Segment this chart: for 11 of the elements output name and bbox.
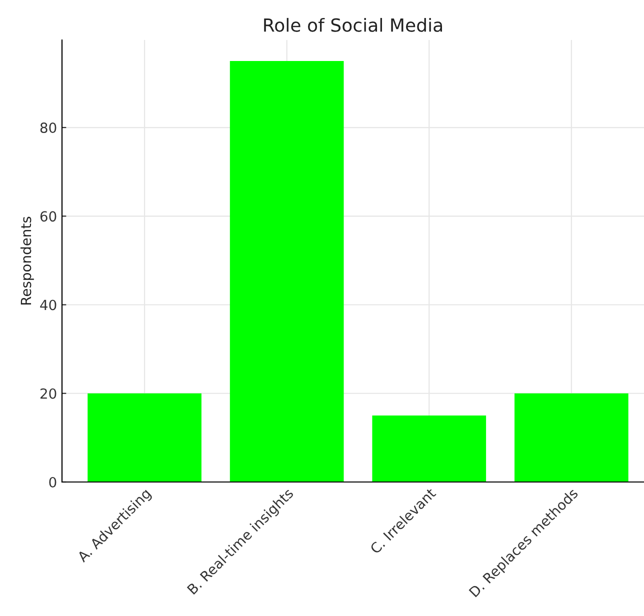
bar <box>514 393 628 482</box>
y-tick-label: 80 <box>40 122 56 133</box>
y-tick-label: 40 <box>40 300 56 310</box>
y-tick-label: 20 <box>40 388 56 399</box>
bar <box>230 61 344 482</box>
y-axis-title: Respondents <box>20 216 34 305</box>
bar <box>372 416 486 482</box>
chart-title: Role of Social Media <box>264 18 442 32</box>
y-tick-label: 0 <box>49 476 56 488</box>
y-tick-label: 60 <box>40 211 56 222</box>
bar <box>88 393 202 482</box>
